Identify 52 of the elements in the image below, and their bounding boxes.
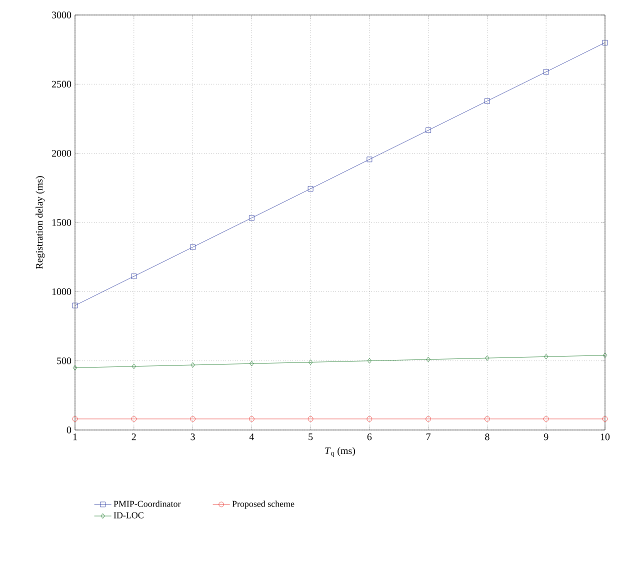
y-axis-title: Registration delay (ms) <box>36 176 45 269</box>
y-tick-label: 1500 <box>52 219 72 226</box>
point <box>544 354 548 360</box>
x-tick-label: 9 <box>544 434 548 440</box>
point <box>132 364 136 370</box>
point <box>250 360 254 366</box>
point <box>308 360 313 365</box>
point <box>485 355 490 361</box>
point <box>190 416 196 422</box>
x-tick-label: 4 <box>249 434 254 440</box>
x-tick-label: 7 <box>426 434 431 440</box>
point <box>366 416 372 422</box>
point <box>484 416 490 422</box>
point <box>426 416 432 422</box>
y-tick-label: 2500 <box>52 80 72 88</box>
y-tick-label: 3000 <box>52 12 72 18</box>
point <box>602 352 608 358</box>
y-tick-label: 2000 <box>52 150 72 157</box>
point <box>308 416 314 422</box>
x-axis-title: T$_{q}$ (ms) <box>325 447 355 457</box>
y-tick-label: 0 <box>66 426 72 434</box>
point <box>602 40 608 46</box>
legend-label: ID-LOC <box>114 512 144 518</box>
point <box>72 416 78 422</box>
y-tick-label: 500 <box>57 357 72 364</box>
point <box>72 365 78 370</box>
point <box>190 244 196 250</box>
x-tick-label: 5 <box>308 434 313 440</box>
point <box>367 358 372 364</box>
y-tick-label: 1000 <box>52 288 72 296</box>
point <box>484 98 490 104</box>
point <box>131 274 137 279</box>
point <box>72 302 78 308</box>
point <box>426 356 430 362</box>
x-tick-label: 8 <box>485 434 490 440</box>
point <box>248 215 254 221</box>
point <box>543 69 549 75</box>
legend-label: Proposed scheme <box>232 500 294 509</box>
x-tick-label: 3 <box>190 434 195 440</box>
point <box>366 156 372 162</box>
point <box>248 416 254 422</box>
point <box>426 128 432 133</box>
x-tick-label: 10 <box>600 434 610 440</box>
x-tick-label: 6 <box>367 434 372 440</box>
point <box>543 416 549 422</box>
x-tick-label: 2 <box>132 434 136 440</box>
point <box>308 186 314 192</box>
legend-label: PMIP-Coordinator <box>114 500 181 507</box>
point <box>190 362 195 368</box>
point <box>131 416 137 422</box>
point <box>602 416 608 422</box>
x-tick-label: 1 <box>73 434 77 440</box>
